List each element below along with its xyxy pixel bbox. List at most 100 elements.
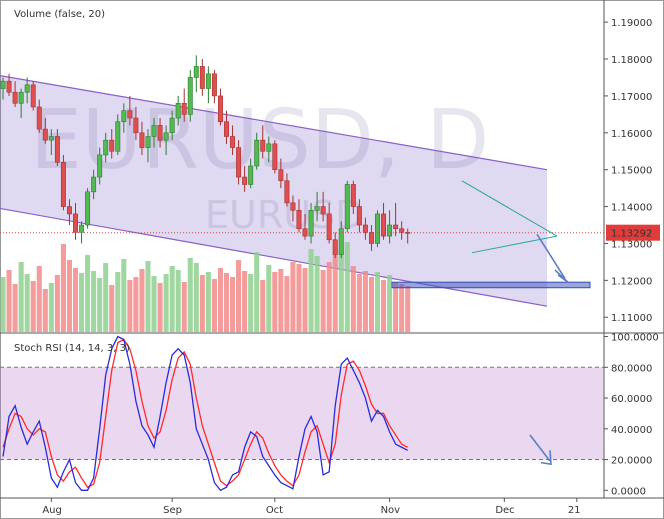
target-zone (391, 281, 591, 289)
volume-bar (278, 269, 284, 332)
volume-bar (290, 262, 296, 332)
candle-body (181, 102, 187, 115)
volume-bar (205, 272, 211, 332)
time-tick-label: 21 (568, 505, 581, 516)
candle-body (387, 224, 393, 237)
volume-bar (284, 276, 290, 332)
volume-bar (72, 268, 79, 332)
volume-bar (344, 242, 350, 332)
candle-body (30, 84, 36, 108)
price-tick-label: 1.14000 (611, 203, 652, 214)
volume-bar (139, 269, 145, 332)
volume-bar (151, 276, 157, 332)
volume-bar (302, 268, 308, 332)
volume-bar (248, 274, 254, 332)
candle-body (163, 132, 169, 141)
price-tick-label: 1.19000 (611, 18, 652, 29)
volume-title: Volume (false, 20) (14, 9, 105, 20)
volume-bar (314, 256, 320, 332)
rsi-tick-label: 20.0000 (611, 456, 652, 467)
candle-body (375, 213, 380, 244)
stoch-d-line (2, 338, 408, 489)
current-price-label: 1.13292 (611, 229, 652, 240)
candle-body (344, 184, 350, 230)
price-tick-label: 1.17000 (611, 92, 652, 103)
volume-bar (48, 283, 54, 332)
volume-bar (356, 274, 362, 332)
price-tick-label: 1.15000 (611, 166, 652, 177)
candle-body (242, 176, 248, 185)
volume-bar (230, 277, 236, 332)
channel-lower-line (0, 207, 548, 307)
volume-bar (260, 280, 266, 332)
volume-bar (0, 277, 6, 332)
candle-body (224, 121, 229, 137)
volume-bar (296, 264, 302, 332)
volume-bar (217, 268, 223, 332)
volume-bar (266, 265, 272, 332)
volume-bar (127, 280, 133, 332)
candle-body (121, 110, 127, 123)
candle-body (151, 125, 157, 137)
volume-bar (211, 279, 217, 332)
volume-bar (381, 280, 387, 332)
volume-bar (320, 270, 326, 332)
candle-body (85, 191, 91, 226)
volume-bar (91, 271, 97, 332)
candle-body (399, 228, 405, 233)
volume-bar (326, 262, 332, 332)
volume-bar (181, 282, 187, 332)
candle-body (175, 102, 181, 119)
projection-arrowhead (554, 269, 569, 283)
price-tick-label: 1.16000 (611, 129, 652, 140)
candle-body (24, 84, 30, 93)
volume-bar (332, 246, 338, 332)
volume-bar (121, 259, 127, 332)
volume-bar (187, 258, 193, 332)
candle-body (393, 224, 399, 230)
candle-body (230, 136, 236, 148)
candle-body (350, 184, 356, 207)
candle-body (296, 209, 302, 230)
candle-body (272, 143, 278, 170)
volume-bar (405, 286, 411, 332)
candle-body (79, 224, 85, 233)
volume-bar (362, 271, 368, 332)
candle-body (308, 209, 314, 237)
candle-body (97, 154, 103, 178)
candle-body (338, 228, 344, 255)
volume-bar (308, 249, 314, 332)
time-tick-label: Oct (266, 505, 283, 516)
price-tick-label: 1.12000 (611, 276, 652, 287)
volume-bar (272, 272, 278, 332)
candle-body (36, 106, 42, 130)
candle-body (127, 110, 133, 119)
volume-bar (115, 272, 121, 332)
candle-body (157, 125, 163, 141)
triangle-lower-line (471, 235, 558, 254)
rsi-arrow-line (529, 434, 551, 462)
candle-body (368, 232, 374, 244)
channel-upper-line (0, 75, 548, 171)
volume-bar (368, 277, 374, 332)
candle-body (18, 91, 24, 104)
price-tick-label: 1.13000 (611, 239, 652, 250)
time-tick-label: Aug (42, 505, 62, 516)
volume-bar (236, 260, 242, 332)
candle-body (12, 91, 18, 104)
candle-body (362, 224, 368, 233)
candle-body (199, 66, 205, 89)
volume-bar (199, 275, 205, 332)
price-tick-label: 1.18000 (611, 55, 652, 66)
time-tick-label: Nov (381, 505, 401, 516)
volume-bar (350, 266, 356, 332)
candle-body (139, 132, 145, 148)
volume-bar (175, 270, 181, 332)
candle-body (254, 139, 260, 167)
rsi-tick-label: 80.0000 (611, 363, 652, 374)
candle-body (320, 206, 326, 215)
candle-body (248, 165, 254, 185)
candle-body (66, 206, 72, 215)
candle-body (54, 136, 60, 163)
volume-bar (242, 271, 248, 332)
